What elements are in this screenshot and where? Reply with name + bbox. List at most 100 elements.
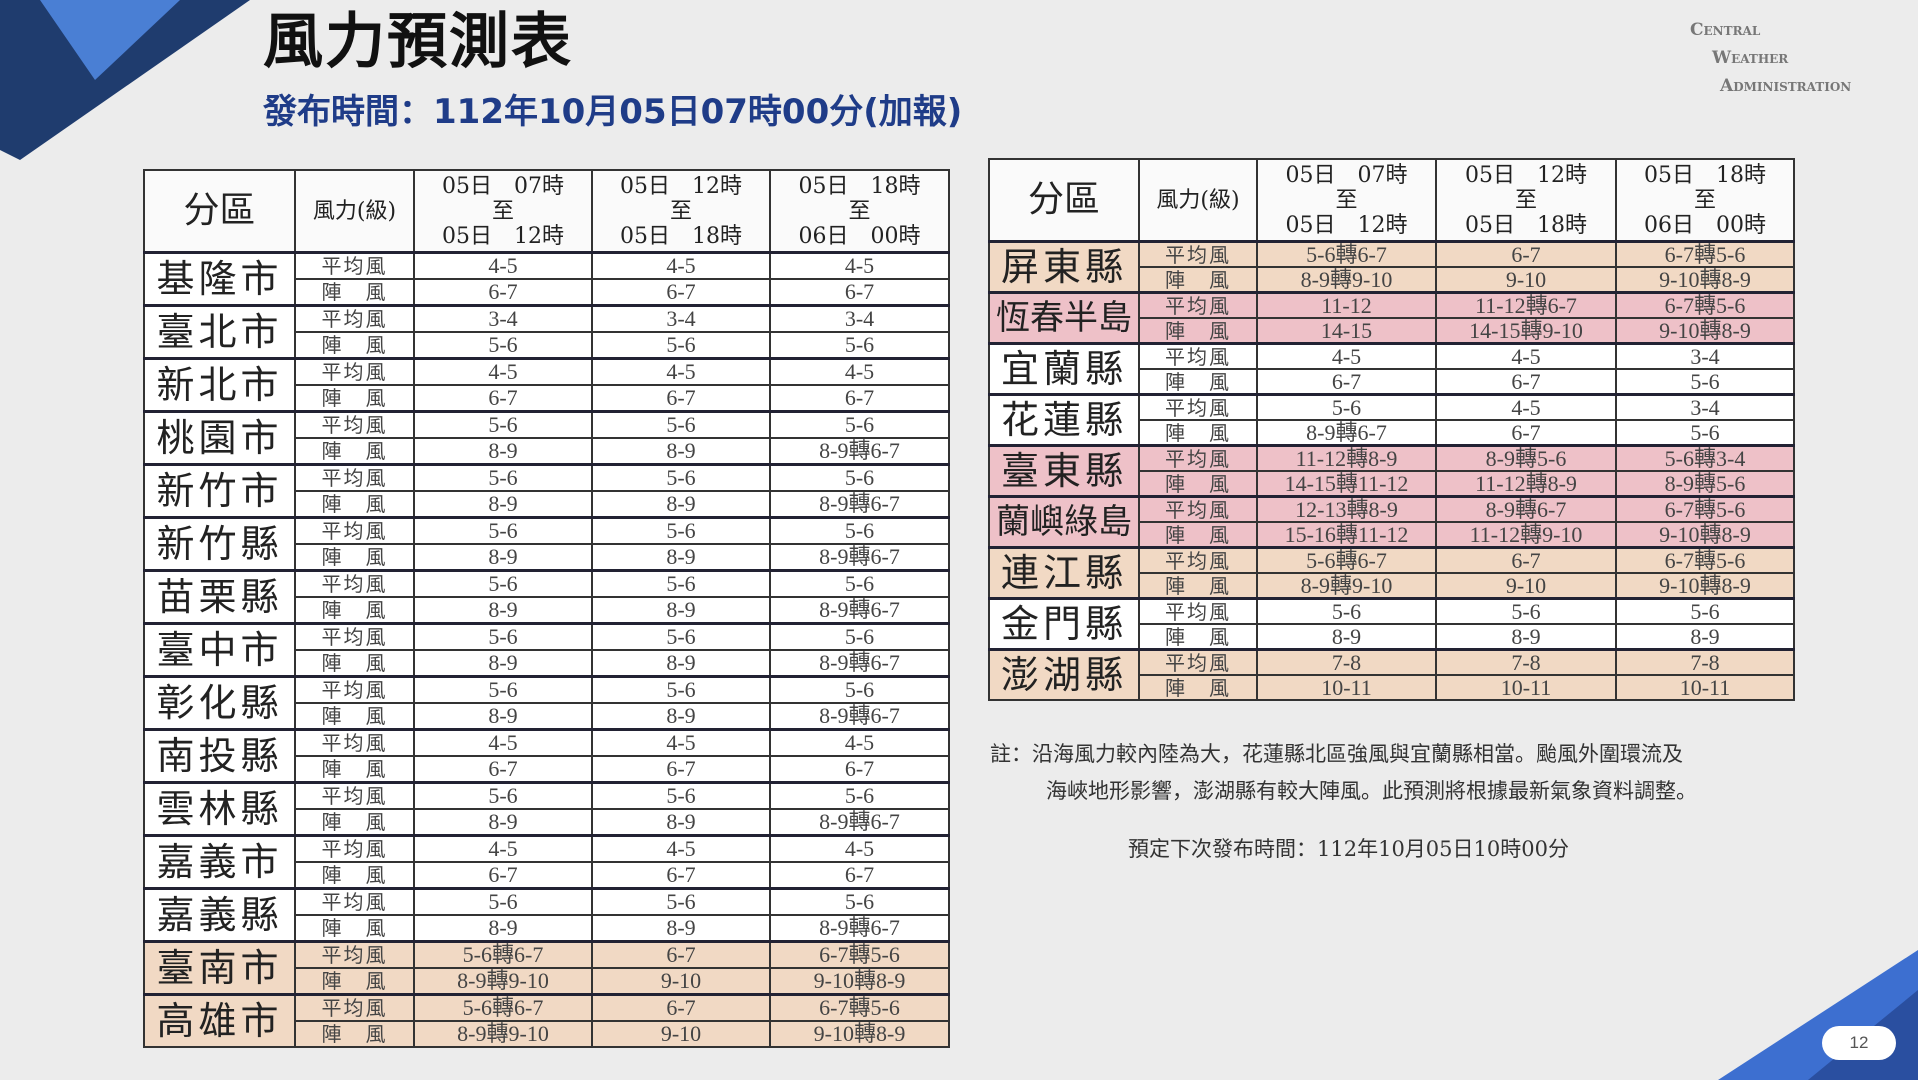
gust-label: 陣 風 bbox=[294, 967, 415, 996]
wind-value: 8-9 bbox=[591, 702, 771, 731]
wind-value: 6-7 bbox=[591, 755, 771, 784]
wind-value: 8-9轉6-7 bbox=[769, 702, 950, 731]
wind-value: 5-6 bbox=[769, 675, 950, 704]
average-wind-label: 平均風 bbox=[294, 834, 415, 863]
average-wind-label: 平均風 bbox=[294, 781, 415, 810]
table-row: 臺南市 平均風 5-6轉6-7 6-7 6-7轉5-6 bbox=[143, 940, 950, 996]
logo-line: Central bbox=[1690, 20, 1761, 40]
gust-label: 陣 風 bbox=[294, 331, 415, 360]
period-to-word: 至 bbox=[491, 198, 514, 224]
logo-line: Weather bbox=[1712, 48, 1789, 68]
wind-value: 8-9 bbox=[591, 437, 771, 466]
wind-value: 9-10轉8-9 bbox=[1615, 572, 1795, 600]
wind-value: 5-6轉6-7 bbox=[413, 940, 593, 969]
wind-value: 8-9 bbox=[413, 490, 593, 519]
gust-label: 陣 風 bbox=[294, 1020, 415, 1048]
wind-value: 8-9轉9-10 bbox=[1256, 572, 1437, 600]
average-wind-label: 平均風 bbox=[1138, 597, 1258, 625]
region-name: 嘉義市 bbox=[143, 834, 296, 890]
period-header: 05日 07時至 05日 12時 bbox=[413, 169, 593, 254]
cwa-logo: Central Weather Administration bbox=[1690, 16, 1900, 100]
wind-value: 8-9轉6-7 bbox=[769, 649, 950, 678]
wind-value: 6-7 bbox=[769, 384, 950, 413]
gust-label: 陣 風 bbox=[294, 649, 415, 678]
corner-decoration bbox=[0, 0, 250, 160]
wind-value: 9-10轉8-9 bbox=[769, 967, 950, 996]
region-name: 連江縣 bbox=[988, 546, 1140, 600]
wind-value: 4-5 bbox=[591, 728, 771, 757]
wind-value: 5-6 bbox=[413, 410, 593, 439]
wind-value: 4-5 bbox=[769, 251, 950, 280]
table-row: 宜蘭縣 平均風 4-5 4-5 3-4 bbox=[988, 342, 1795, 396]
gust-label: 陣 風 bbox=[294, 808, 415, 837]
wind-value: 9-10 bbox=[1435, 572, 1617, 600]
wind-value: 4-5 bbox=[591, 834, 771, 863]
wind-value: 8-9轉5-6 bbox=[1435, 444, 1617, 472]
next-release-time: 預定下次發布時間：112年10月05日10時00分 bbox=[1128, 837, 1569, 861]
wind-value: 9-10轉8-9 bbox=[1615, 521, 1795, 549]
wind-value: 8-9 bbox=[591, 490, 771, 519]
region-name: 苗栗縣 bbox=[143, 569, 296, 625]
table-row: 新竹縣 平均風 5-6 5-6 5-6 bbox=[143, 516, 950, 572]
table-row: 恆春半島 平均風 11-12 11-12轉6-7 6-7轉5-6 bbox=[988, 291, 1795, 345]
region-name: 新北市 bbox=[143, 357, 296, 413]
wind-value: 8-9 bbox=[591, 596, 771, 625]
table-row: 陣 風 6-7 6-7 6-7 bbox=[144, 278, 950, 307]
table-body: 屏東縣 平均風 5-6轉6-7 6-7 6-7轉5-6 陣 風 8-9轉9-10 9-10 9-… bbox=[988, 240, 1795, 701]
wind-value: 5-6 bbox=[413, 516, 593, 545]
period-to: 05日 12時 bbox=[1285, 212, 1408, 238]
wind-value: 6-7轉5-6 bbox=[1615, 546, 1795, 574]
gust-label: 陣 風 bbox=[1138, 266, 1258, 294]
wind-value: 4-5 bbox=[1256, 342, 1437, 370]
wind-value: 6-7 bbox=[591, 993, 771, 1022]
period-header: 05日 12時至 05日 18時 bbox=[591, 169, 771, 254]
region-name: 蘭嶼綠島 bbox=[988, 495, 1140, 549]
wind-value: 5-6 bbox=[1435, 597, 1617, 625]
table-header: 分區 風力(級) 05日 07時至 05日 12時 05日 12時至 05日 18時 05日… bbox=[988, 158, 1795, 243]
wind-value: 3-4 bbox=[1615, 393, 1795, 421]
wind-value: 8-9轉6-7 bbox=[1256, 419, 1437, 447]
wind-value: 8-9轉6-7 bbox=[769, 808, 950, 837]
wind-value: 8-9 bbox=[1256, 623, 1437, 651]
wind-value: 9-10轉8-9 bbox=[769, 1020, 950, 1048]
wind-value: 5-6 bbox=[769, 569, 950, 598]
region-name: 臺北市 bbox=[143, 304, 296, 360]
table-row: 臺中市 平均風 5-6 5-6 5-6 bbox=[143, 622, 950, 678]
header-row: 分區 風力(級) 05日 07時至 05日 12時 05日 12時至 05日 18時 05日… bbox=[988, 158, 1795, 243]
period-from: 05日 18時 bbox=[798, 173, 921, 199]
wind-value: 8-9 bbox=[413, 437, 593, 466]
wind-value: 8-9 bbox=[1435, 623, 1617, 651]
average-wind-label: 平均風 bbox=[294, 304, 415, 333]
period-to-word: 至 bbox=[848, 198, 871, 224]
corner-decoration-bottom bbox=[1718, 950, 1918, 1080]
wind-value: 6-7 bbox=[591, 384, 771, 413]
wind-value: 4-5 bbox=[1435, 393, 1617, 421]
wind-value: 6-7 bbox=[591, 940, 771, 969]
wind-value: 6-7轉5-6 bbox=[1615, 240, 1795, 268]
gust-label: 陣 風 bbox=[294, 914, 415, 943]
average-wind-label: 平均風 bbox=[1138, 393, 1258, 421]
region-name: 臺南市 bbox=[143, 940, 296, 996]
wind-value: 5-6 bbox=[591, 516, 771, 545]
table-row: 陣 風 8-9轉6-7 6-7 5-6 bbox=[989, 419, 1795, 447]
table-row: 臺東縣 平均風 11-12轉8-9 8-9轉5-6 5-6轉3-4 bbox=[988, 444, 1795, 498]
period-to-word: 至 bbox=[669, 198, 692, 224]
wind-value: 14-15轉11-12 bbox=[1256, 470, 1437, 498]
wind-value: 5-6 bbox=[413, 622, 593, 651]
wind-value: 11-12轉8-9 bbox=[1256, 444, 1437, 472]
wind-value: 4-5 bbox=[769, 728, 950, 757]
table-row: 陣 風 14-15 14-15轉9-10 9-10轉8-9 bbox=[989, 317, 1795, 345]
table-row: 雲林縣 平均風 5-6 5-6 5-6 bbox=[143, 781, 950, 837]
wind-value: 10-11 bbox=[1256, 674, 1437, 701]
footnote-line: 註：沿海風力較內陸為大，花蓮縣北區強風與宜蘭縣相當。颱風外圍環流及 bbox=[990, 742, 1683, 766]
period-header: 05日 12時至 05日 18時 bbox=[1435, 158, 1617, 243]
wind-value: 8-9轉9-10 bbox=[1256, 266, 1437, 294]
wind-table-left: 分區 風力(級) 05日 07時至 05日 12時 05日 12時至 05日 18時 05日… bbox=[143, 169, 950, 1048]
wind-value: 10-11 bbox=[1435, 674, 1617, 701]
wind-value: 8-9轉5-6 bbox=[1615, 470, 1795, 498]
region-name: 屏東縣 bbox=[988, 240, 1140, 294]
region-name: 嘉義縣 bbox=[143, 887, 296, 943]
table-row: 連江縣 平均風 5-6轉6-7 6-7 6-7轉5-6 bbox=[988, 546, 1795, 600]
average-wind-label: 平均風 bbox=[294, 993, 415, 1022]
wind-value: 5-6 bbox=[413, 887, 593, 916]
